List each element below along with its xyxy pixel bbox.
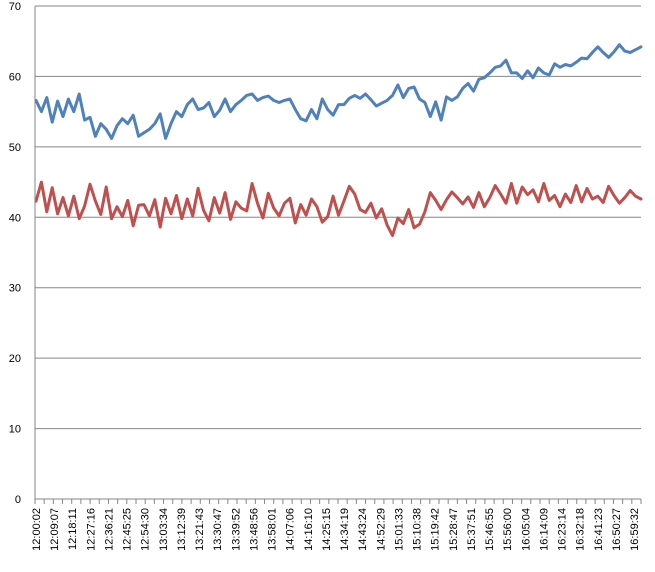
x-tick-label: 13:48:56 bbox=[248, 508, 260, 551]
y-tick-label: 70 bbox=[9, 1, 21, 13]
x-tick-label: 14:16:10 bbox=[303, 508, 315, 551]
x-tick-label: 14:52:29 bbox=[375, 508, 387, 551]
y-tick-label: 0 bbox=[15, 494, 21, 506]
x-tick-label: 16:32:18 bbox=[575, 508, 587, 551]
y-tick-label: 20 bbox=[9, 353, 21, 365]
x-tick-label: 16:50:27 bbox=[611, 508, 623, 551]
x-tick-label: 12:09:07 bbox=[49, 508, 61, 551]
x-tick-label: 16:14:09 bbox=[538, 508, 550, 551]
x-tick-label: 15:10:38 bbox=[412, 508, 424, 551]
x-tick-label: 16:59:32 bbox=[629, 508, 641, 551]
y-tick-label: 30 bbox=[9, 283, 21, 295]
x-tick-label: 15:37:51 bbox=[466, 508, 478, 551]
x-tick-label: 13:58:01 bbox=[267, 508, 279, 551]
x-tick-label: 16:41:23 bbox=[593, 508, 605, 551]
y-axis-tick-labels: 0 10 20 30 40 50 60 70 bbox=[9, 1, 21, 506]
y-tick-label: 60 bbox=[9, 71, 21, 83]
x-axis-tick-labels: 12:00:02 12:09:07 12:18:11 12:27:16 12:36:21… bbox=[31, 508, 641, 551]
x-tick-label: 15:46:55 bbox=[484, 508, 496, 551]
gridlines bbox=[35, 5, 641, 430]
y-tick-label: 10 bbox=[9, 424, 21, 436]
x-tick-label: 13:39:52 bbox=[230, 508, 242, 551]
x-tick-label: 12:18:11 bbox=[67, 508, 79, 550]
x-tick-label: 12:54:30 bbox=[140, 508, 152, 551]
x-tick-label: 16:05:04 bbox=[520, 508, 532, 551]
x-tick-label: 14:25:15 bbox=[321, 508, 333, 551]
x-tick-label: 16:23:14 bbox=[557, 508, 569, 551]
y-tick-label: 50 bbox=[9, 142, 21, 154]
x-tick-label: 15:01:33 bbox=[393, 508, 405, 551]
x-tick-label: 12:00:02 bbox=[31, 508, 43, 551]
x-tick-label: 13:30:47 bbox=[212, 508, 224, 551]
x-axis-ticks bbox=[34, 499, 642, 504]
y-tick-label: 40 bbox=[9, 212, 21, 224]
x-tick-label: 14:34:19 bbox=[339, 508, 351, 551]
series-line-2 bbox=[34, 180, 643, 238]
x-tick-label: 15:28:47 bbox=[448, 508, 460, 551]
x-tick-label: 12:27:16 bbox=[85, 508, 97, 551]
series-layer bbox=[34, 43, 643, 238]
x-tick-label: 15:19:42 bbox=[430, 508, 442, 551]
x-tick-label: 14:07:06 bbox=[285, 508, 297, 551]
x-tick-label: 12:36:21 bbox=[103, 508, 115, 551]
x-tick-label: 13:12:39 bbox=[176, 508, 188, 551]
series-line-1 bbox=[34, 43, 643, 140]
x-tick-label: 15:56:00 bbox=[502, 508, 514, 551]
x-tick-label: 13:03:34 bbox=[158, 508, 170, 551]
x-tick-label: 12:45:25 bbox=[122, 508, 134, 551]
x-tick-label: 13:21:43 bbox=[194, 508, 206, 551]
x-tick-label: 14:43:24 bbox=[357, 508, 369, 551]
